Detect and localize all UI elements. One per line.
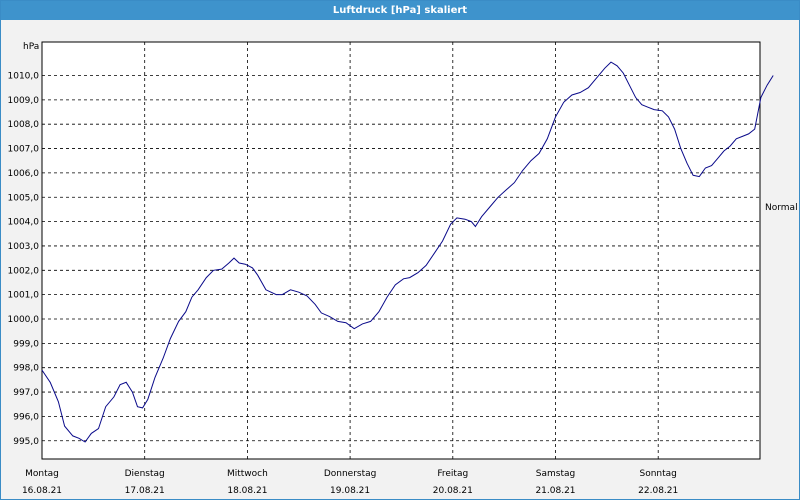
- pressure-line: [41, 61, 774, 443]
- x-tick-date: 19.08.21: [330, 486, 370, 496]
- y-tick-label: 1006,0: [8, 169, 40, 179]
- y-tick-label: 1001,0: [8, 291, 40, 301]
- y-tick-label: 1002,0: [8, 266, 40, 276]
- y-tick-label: 1004,0: [8, 218, 40, 228]
- y-tick-label: 1000,0: [8, 315, 40, 325]
- pressure-chart: 995,0 996,0 997,0 998,0 999,0 1000,0 1001,0 100…: [8, 41, 798, 496]
- x-tick-day: Freitag: [437, 469, 468, 479]
- y-tick-label: 997,0: [13, 388, 39, 398]
- window-title: Luftdruck [hPa] skaliert: [1, 1, 799, 20]
- y-tick-label: 1009,0: [8, 96, 40, 106]
- x-tick-date: 21.08.21: [535, 486, 575, 496]
- x-tick-date: 16.08.21: [22, 486, 62, 496]
- y-tick-label: 998,0: [13, 364, 39, 374]
- y-tick-label: 995,0: [13, 437, 39, 447]
- y-tick-label: 996,0: [13, 412, 39, 422]
- y-axis-ticks: 995,0 996,0 997,0 998,0 999,0 1000,0 1001,0 100…: [8, 72, 40, 447]
- reference-label: Normal: [765, 203, 798, 213]
- x-axis-ticks: Montag 16.08.21 Dienstag 17.08.21 Mittwoch 18…: [22, 469, 678, 496]
- x-tick-day: Samstag: [536, 469, 575, 479]
- y-tick-label: 999,0: [13, 339, 39, 349]
- y-axis-unit: hPa: [23, 42, 39, 52]
- x-tick-day: Sonntag: [640, 469, 677, 479]
- x-tick-day: Montag: [25, 469, 59, 479]
- y-tick-label: 1008,0: [8, 120, 40, 130]
- x-tick-day: Mittwoch: [227, 469, 268, 479]
- x-tick-date: 18.08.21: [227, 486, 267, 496]
- y-tick-label: 1007,0: [8, 145, 40, 155]
- y-tick-label: 1003,0: [8, 242, 40, 252]
- x-tick-day: Dienstag: [125, 469, 165, 479]
- plot-area: [41, 41, 761, 460]
- y-tick-label: 1005,0: [8, 193, 40, 203]
- x-tick-day: Donnerstag: [324, 469, 377, 479]
- x-tick-date: 20.08.21: [433, 486, 473, 496]
- x-tick-date: 17.08.21: [125, 486, 165, 496]
- y-tick-label: 1010,0: [8, 72, 40, 82]
- x-tick-date: 22.08.21: [638, 486, 678, 496]
